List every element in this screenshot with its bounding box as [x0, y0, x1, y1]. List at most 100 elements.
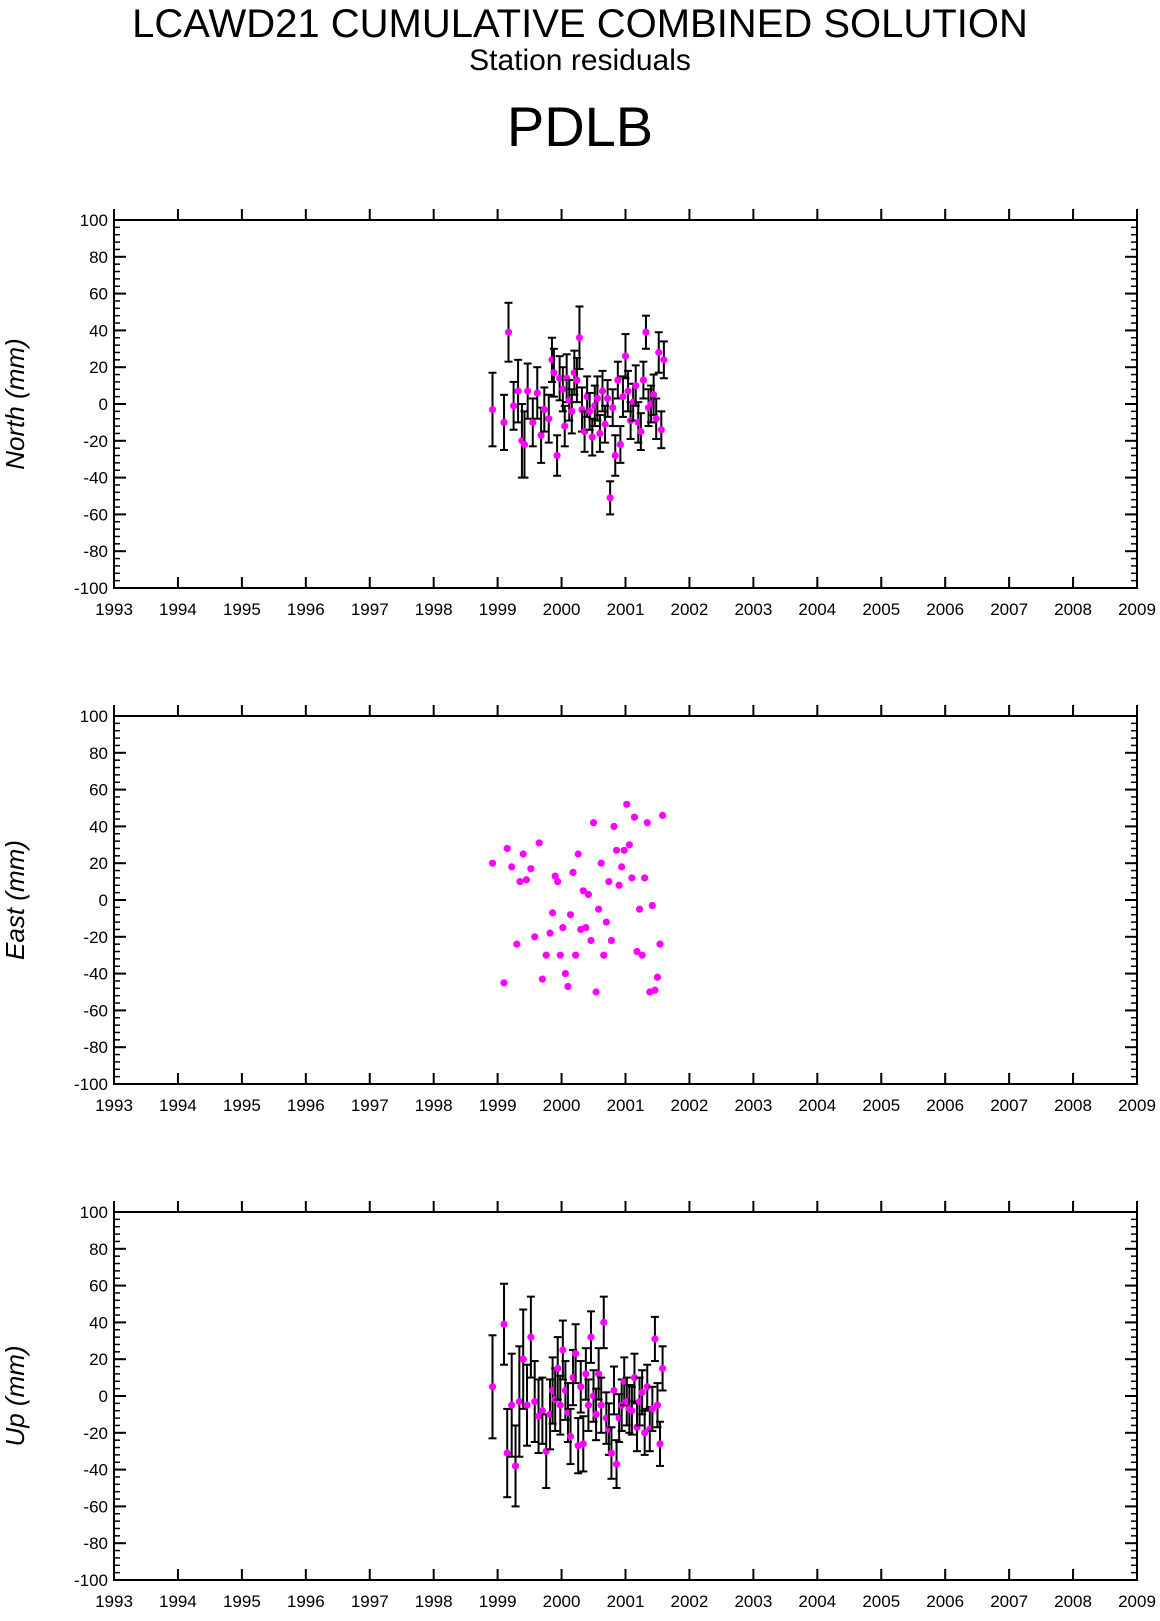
north-data-point [537, 431, 545, 439]
east-x-tick-label: 2000 [543, 1096, 581, 1115]
east-data-point [612, 846, 621, 854]
east-data-point [602, 918, 610, 926]
up-data-point [587, 1333, 595, 1341]
north-data-point [598, 387, 607, 395]
north-x-tick-label: 1995 [223, 600, 261, 619]
north-y-tick-label: -100 [74, 579, 108, 598]
east-data-point [610, 822, 618, 831]
east-y-tick-label: 60 [89, 781, 108, 800]
up-data-point [648, 1405, 656, 1413]
north-x-tick-label: 2003 [734, 600, 772, 619]
north-x-tick-label: 1999 [479, 600, 517, 619]
east-data-point [615, 881, 623, 889]
north-x-tick-label: 2004 [798, 600, 836, 619]
up-y-tick-label: 80 [89, 1240, 108, 1259]
up-x-tick-label: 2003 [734, 1592, 772, 1611]
north-data-point [561, 422, 569, 430]
east-x-tick-label: 2004 [798, 1096, 836, 1115]
north-data-point [614, 376, 622, 384]
up-x-tick-label: 2007 [990, 1592, 1028, 1611]
east-data-point [607, 936, 616, 945]
east-x-tick-label: 1997 [351, 1096, 389, 1115]
north-data-point [520, 440, 529, 449]
east-y-tick-label: 80 [89, 744, 108, 763]
up-data-point [628, 1407, 636, 1415]
east-x-tick-label: 2002 [671, 1096, 709, 1115]
up-x-tick-label: 2006 [926, 1592, 964, 1611]
east-x-tick-label: 2005 [862, 1096, 900, 1115]
east-data-point [561, 970, 569, 978]
east-data-point [584, 890, 593, 899]
up-data-point [554, 1364, 562, 1372]
east-y-tick-label: 20 [89, 854, 108, 873]
up-x-tick-label: 2008 [1054, 1592, 1092, 1611]
east-x-tick-label: 2008 [1054, 1096, 1092, 1115]
up-data-point [610, 1386, 618, 1395]
up-y-tick-label: -20 [83, 1424, 108, 1443]
north-data-point [556, 374, 564, 382]
north-data-point [575, 334, 584, 342]
north-plot-frame [113, 219, 1138, 589]
north-y-tick-label: 60 [89, 285, 108, 304]
east-data-point [592, 988, 600, 996]
north-x-tick-label: 2007 [990, 600, 1028, 619]
north-data-point [550, 369, 558, 377]
north-data-point [616, 440, 624, 449]
east-x-tick-label: 1994 [159, 1096, 197, 1115]
up-data-point [511, 1462, 520, 1470]
up-panel: 1993 1994 1995 1996 1997 1998 1999 2000 2001 2002… [0, 1201, 1156, 1611]
up-data-point [597, 1401, 605, 1409]
chart-title: LCAWD21 CUMULATIVE COMBINED SOLUTION [132, 2, 1028, 46]
north-y-tick-label: 0 [99, 395, 108, 414]
east-x-tick-label: 1993 [95, 1096, 133, 1115]
east-x-tick-label: 2003 [734, 1096, 772, 1115]
north-data-point [657, 426, 665, 434]
north-y-tick-label: 20 [89, 358, 108, 377]
up-x-tick-label: 2000 [543, 1592, 581, 1611]
up-y-tick-label: -60 [83, 1497, 108, 1516]
north-data-point [559, 385, 567, 393]
east-data-point [554, 878, 562, 886]
north-data-point [606, 494, 614, 502]
north-data-point [510, 402, 518, 410]
east-y-tick-label: -60 [83, 1001, 108, 1020]
north-data-point [533, 389, 541, 397]
east-y-tick-label: -20 [83, 928, 108, 947]
up-x-tick-label: 1998 [415, 1592, 453, 1611]
up-data-point [651, 1335, 659, 1343]
up-data-point [577, 1383, 585, 1391]
north-x-tick-label: 2002 [671, 600, 709, 619]
up-y-tick-label: 0 [99, 1387, 108, 1406]
east-data-point [595, 905, 603, 913]
north-data-point [601, 420, 609, 428]
east-x-tick-label: 1999 [479, 1096, 517, 1115]
up-x-tick-label: 2001 [607, 1592, 645, 1611]
east-data-point [589, 819, 598, 827]
up-x-tick-label: 1996 [287, 1592, 325, 1611]
north-data-point [586, 407, 594, 415]
east-data-point [488, 859, 497, 867]
up-data-point [488, 1383, 497, 1391]
north-data-point [660, 356, 668, 364]
east-data-point [542, 951, 550, 959]
up-data-point [582, 1370, 590, 1378]
east-data-point [546, 929, 554, 937]
north-data-point [650, 391, 658, 399]
north-data-point [573, 376, 581, 384]
up-y-tick-label: -100 [74, 1571, 108, 1590]
east-data-point [618, 863, 626, 871]
north-x-tick-label: 2008 [1054, 600, 1092, 619]
north-data-point [637, 428, 645, 436]
east-data-point [538, 975, 546, 983]
station-name: PDLB [506, 95, 654, 158]
north-x-tick-label: 2000 [543, 600, 581, 619]
north-data-point [652, 415, 660, 423]
north-y-tick-label: -60 [83, 505, 108, 524]
east-data-point [559, 924, 567, 932]
east-data-point [579, 887, 587, 895]
up-data-point [641, 1429, 649, 1437]
east-data-point [656, 940, 664, 948]
east-data-point [549, 909, 557, 917]
east-data-point [623, 800, 631, 808]
